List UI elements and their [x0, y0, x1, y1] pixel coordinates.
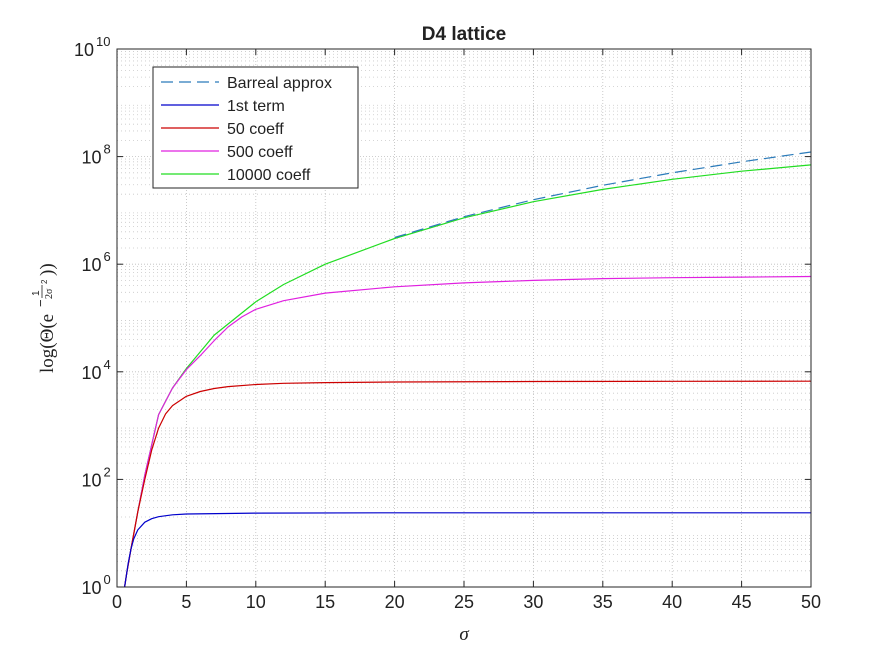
- x-tick-label: 10: [246, 592, 266, 612]
- legend-label: 500 coeff: [227, 144, 293, 161]
- x-axis-ticks: 0 5 10 15 20 25 30 35 40 45 50: [112, 49, 821, 612]
- x-tick-label: 30: [523, 592, 543, 612]
- y-tick-label-exponent: 6: [104, 249, 111, 264]
- x-tick-label: 25: [454, 592, 474, 612]
- y-tick-label-base: 10: [81, 148, 101, 168]
- legend-label: 50 coeff: [227, 121, 284, 138]
- y-tick-label-exponent: 0: [104, 572, 111, 587]
- legend-label: Barreal approx: [227, 75, 332, 92]
- y-axis-label: log(Θ(e − 1 2σ 2 )): [31, 263, 58, 373]
- y-axis-label-exp-den-power: 2: [40, 279, 49, 284]
- y-tick-label-exponent: 8: [104, 142, 111, 157]
- y-tick-label-exponent: 2: [104, 464, 111, 479]
- legend-label: 1st term: [227, 98, 285, 115]
- x-tick-label: 15: [315, 592, 335, 612]
- y-tick-label-base: 10: [81, 255, 101, 275]
- y-axis-label-prefix: log(Θ(e: [37, 314, 58, 373]
- legend: Barreal approx 1st term 50 coeff 500 coeff 1…: [152, 66, 359, 189]
- y-tick-label-base: 10: [74, 40, 94, 60]
- y-tick-label-exponent: 4: [104, 357, 111, 372]
- y-tick-label-base: 10: [81, 578, 101, 598]
- series-layer: [124, 151, 812, 588]
- y-tick-label-exponent: 10: [96, 34, 110, 49]
- legend-label: 10000 coeff: [227, 167, 311, 184]
- y-axis-label-suffix: )): [37, 263, 58, 276]
- x-tick-label: 45: [732, 592, 752, 612]
- x-tick-label: 5: [181, 592, 191, 612]
- x-axis-label: σ: [459, 624, 469, 645]
- x-tick-label: 40: [662, 592, 682, 612]
- x-tick-label: 20: [385, 592, 405, 612]
- y-axis-label-exp-den: 2σ: [44, 288, 55, 299]
- x-tick-label: 50: [801, 592, 821, 612]
- y-tick-label-base: 10: [81, 363, 101, 383]
- series-line-50-coeff: [124, 380, 812, 588]
- series-line-barreal-approx: [394, 151, 812, 239]
- series-line-1st-term: [124, 512, 811, 588]
- y-axis-label-exp-num: 1: [31, 290, 42, 296]
- x-tick-label: 35: [593, 592, 613, 612]
- y-tick-label-base: 10: [81, 470, 101, 490]
- chart-title: D4 lattice: [422, 24, 506, 45]
- x-tick-label: 0: [112, 592, 122, 612]
- y-axis-label-exp-sign: −: [33, 299, 48, 307]
